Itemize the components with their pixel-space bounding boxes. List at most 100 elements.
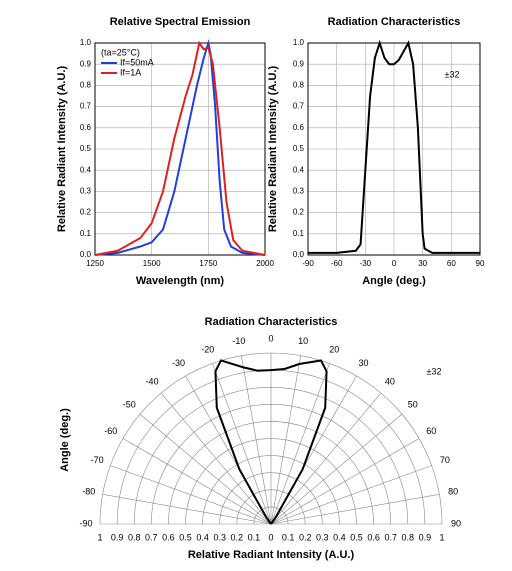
- r-tick-label: 0.6: [162, 532, 175, 542]
- data-line: [94, 40, 266, 256]
- theta-tick-label: -40: [146, 377, 159, 387]
- y-tick-label: 0.2: [80, 208, 92, 217]
- x-axis-label: Wavelength (nm): [136, 275, 225, 287]
- y-tick-label: 1.0: [80, 38, 92, 47]
- chart-title: Relative Spectral Emission: [110, 16, 251, 28]
- y-tick-label: 0.5: [293, 144, 305, 153]
- theta-tick-label: -90: [79, 518, 92, 528]
- theta-tick-label: 20: [329, 345, 339, 355]
- grid-line: [270, 494, 440, 525]
- r-tick-label: 0.5: [350, 532, 363, 542]
- annotation: (ta=25°C): [101, 47, 140, 57]
- y-axis-label: Relative Radiant Intensity (A.U.): [267, 66, 279, 233]
- r-tick-label: 0.5: [179, 532, 192, 542]
- x-axis-label: Angle (deg.): [362, 275, 426, 287]
- y-tick-label: 0.5: [80, 144, 92, 153]
- r-tick-label: 0.2: [231, 532, 244, 542]
- y-tick-label: 0.6: [293, 123, 305, 132]
- grid-line: [241, 355, 272, 525]
- r-tick-label: 0.3: [213, 532, 226, 542]
- r-tick-label: 0.3: [316, 532, 329, 542]
- r-tick-label: 0.1: [248, 532, 261, 542]
- theta-tick-label: -50: [123, 399, 136, 409]
- r-tick-label: 0.9: [419, 532, 432, 542]
- legend-label: If=1A: [120, 67, 141, 77]
- theta-tick-label: 0: [268, 333, 273, 343]
- grid-line: [270, 363, 330, 525]
- theta-tick-label: 80: [448, 486, 458, 496]
- r-tick-label: 0.9: [111, 532, 124, 542]
- r-tick-label: 0.7: [384, 532, 397, 542]
- r-tick-label: 0: [268, 532, 273, 542]
- theta-tick-label: 30: [358, 358, 368, 368]
- x-tick-label: 1500: [143, 259, 161, 268]
- y-tick-label: 0.4: [293, 165, 305, 174]
- y-tick-label: 0.0: [293, 250, 305, 259]
- r-tick-label: 1: [439, 532, 444, 542]
- r-tick-label: 0.2: [299, 532, 312, 542]
- x-tick-label: 0: [392, 259, 397, 268]
- plot-frame: [307, 42, 481, 256]
- y-tick-label: 0.8: [293, 81, 305, 90]
- theta-tick-label: 60: [426, 426, 436, 436]
- theta-tick-label: 40: [385, 377, 395, 387]
- data-line: [308, 39, 480, 254]
- y-tick-label: 0.2: [293, 208, 305, 217]
- legend-label: If=50mA: [120, 57, 154, 67]
- y-tick-label: 0.1: [293, 229, 305, 238]
- y-tick-label: 0.3: [293, 187, 305, 196]
- chart-title: Radiation Characteristics: [328, 16, 461, 28]
- r-tick-label: 0.8: [128, 532, 141, 542]
- theta-tick-label: -80: [82, 486, 95, 496]
- x-tick-label: 60: [447, 259, 456, 268]
- y-tick-label: 0.7: [293, 102, 305, 111]
- grid-line: [270, 465, 432, 525]
- x-tick-label: 90: [476, 259, 485, 268]
- x-axis-label: Relative Radiant Intensity (A.U.): [188, 549, 355, 561]
- y-axis-label: Angle (deg.): [59, 408, 71, 472]
- x-tick-label: 2000: [256, 259, 274, 268]
- r-tick-label: 1: [97, 532, 102, 542]
- theta-tick-label: -10: [232, 336, 245, 346]
- x-tick-label: 1750: [199, 259, 217, 268]
- annotation: ±32: [445, 69, 460, 79]
- y-tick-label: 0.7: [80, 102, 92, 111]
- y-tick-label: 0.6: [80, 123, 92, 132]
- y-tick-label: 0.0: [80, 250, 92, 259]
- theta-tick-label: 90: [451, 518, 461, 528]
- r-tick-label: 0.4: [196, 532, 209, 542]
- grid-line: [270, 355, 301, 525]
- data-line: [214, 359, 328, 525]
- plot-frame: [94, 42, 266, 256]
- theta-tick-label: 70: [440, 455, 450, 465]
- x-tick-label: 1250: [86, 259, 104, 268]
- x-tick-label: -90: [302, 259, 314, 268]
- r-tick-label: 0.6: [367, 532, 380, 542]
- grid-line: [160, 392, 272, 525]
- x-tick-label: -30: [360, 259, 372, 268]
- grid-line: [270, 413, 403, 525]
- annotation: ±32: [427, 366, 442, 376]
- grid-line: [102, 494, 272, 525]
- grid-line: [270, 438, 420, 525]
- r-tick-label: 0.7: [145, 532, 158, 542]
- chart-title: Radiation Characteristics: [205, 316, 338, 328]
- y-axis-label: Relative Radiant Intensity (A.U.): [56, 66, 68, 233]
- r-tick-label: 0.8: [402, 532, 415, 542]
- y-tick-label: 0.9: [293, 59, 305, 68]
- y-tick-label: 0.1: [80, 229, 92, 238]
- theta-tick-label: -30: [172, 358, 185, 368]
- y-tick-label: 0.3: [80, 187, 92, 196]
- theta-tick-label: 10: [298, 336, 308, 346]
- grid-line: [270, 392, 382, 525]
- y-tick-label: 0.4: [80, 165, 92, 174]
- data-line: [94, 39, 266, 256]
- r-tick-label: 0.4: [333, 532, 346, 542]
- x-tick-label: 30: [418, 259, 427, 268]
- y-tick-label: 0.9: [80, 59, 92, 68]
- y-tick-label: 1.0: [293, 38, 305, 47]
- theta-tick-label: 50: [408, 399, 418, 409]
- theta-tick-label: -70: [91, 455, 104, 465]
